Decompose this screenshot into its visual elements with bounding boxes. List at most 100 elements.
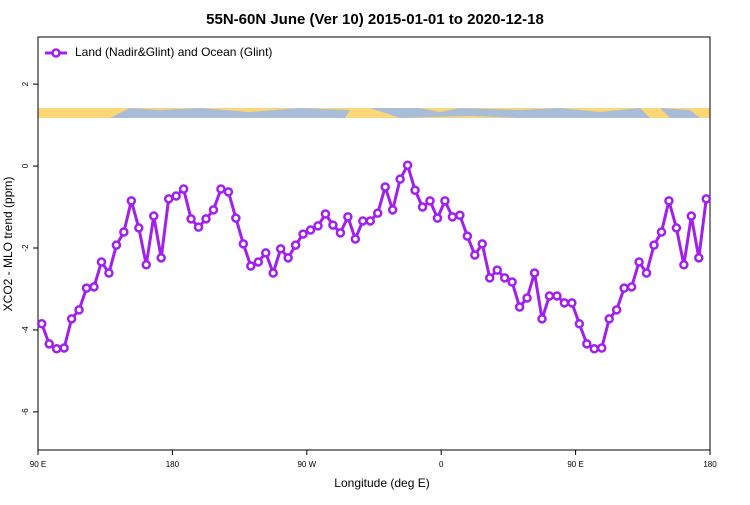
- data-point: [186, 214, 196, 224]
- data-point: [447, 212, 458, 222]
- y-tick-label: -2: [21, 244, 30, 252]
- data-point: [253, 257, 264, 267]
- data-point: [74, 305, 84, 315]
- y-tick-label: -6: [21, 408, 30, 416]
- data-point: [507, 277, 517, 287]
- data-point: [395, 174, 405, 184]
- data-point: [238, 239, 249, 249]
- data-point: [358, 216, 368, 226]
- data-point: [425, 196, 435, 206]
- x-tick-label: 90 W: [297, 460, 316, 469]
- data-point: [619, 283, 629, 293]
- data-point: [313, 221, 323, 231]
- data-point: [89, 282, 99, 292]
- data-point: [343, 212, 353, 222]
- x-tick-label: 0: [439, 460, 444, 469]
- data-point: [402, 160, 413, 170]
- data-point: [305, 225, 316, 235]
- data-point: [686, 211, 697, 221]
- data-point: [111, 240, 122, 250]
- data-point: [582, 339, 592, 349]
- data-point: [499, 273, 510, 283]
- data-point: [208, 205, 219, 215]
- data-point: [96, 257, 107, 267]
- data-point: [417, 202, 428, 212]
- data-point: [156, 253, 166, 263]
- data-point: [268, 268, 278, 278]
- data-point: [701, 194, 712, 204]
- data-point: [664, 196, 674, 206]
- data-point: [641, 268, 652, 278]
- data-point: [611, 305, 622, 315]
- data-point: [694, 253, 704, 263]
- data-point: [104, 268, 114, 278]
- data-point: [216, 184, 226, 194]
- data-point: [484, 273, 495, 283]
- data-point: [231, 213, 241, 223]
- y-axis-label: XCO2 - MLO trend (ppm): [1, 177, 15, 312]
- data-point: [134, 223, 144, 233]
- x-tick-label: 180: [703, 460, 717, 469]
- y-tick-label: -4: [21, 326, 30, 334]
- y-tick-label: 2: [21, 81, 30, 86]
- data-point: [193, 222, 204, 232]
- data-point: [365, 216, 376, 226]
- data-point: [649, 240, 659, 250]
- data-point: [298, 229, 308, 239]
- data-point: [66, 314, 77, 324]
- data-point: [59, 343, 69, 353]
- data-point: [350, 234, 361, 244]
- data-point: [380, 182, 390, 192]
- data-point: [320, 209, 331, 219]
- data-point: [492, 265, 502, 275]
- data-point: [44, 339, 54, 349]
- data-point: [470, 250, 480, 260]
- data-point: [81, 283, 92, 293]
- data-point: [626, 282, 637, 292]
- data-point: [148, 211, 159, 221]
- data-point: [514, 302, 525, 312]
- data-point: [328, 220, 338, 230]
- data-point: [290, 240, 301, 250]
- data-point: [552, 291, 562, 301]
- data-point: [589, 344, 600, 354]
- data-point: [283, 253, 293, 263]
- y-tick-label: 0: [21, 163, 30, 168]
- data-point: [432, 213, 443, 223]
- data-point: [223, 187, 234, 197]
- x-axis-label: Longitude (deg E): [334, 476, 429, 490]
- data-point: [126, 196, 137, 206]
- legend-marker: [51, 48, 61, 58]
- x-tick-label: 90 E: [30, 460, 46, 469]
- data-point: [671, 223, 682, 233]
- data-point: [679, 260, 689, 270]
- plot-frame: [37, 36, 711, 451]
- data-point: [544, 291, 555, 301]
- data-point: [462, 231, 473, 241]
- data-point: [634, 257, 644, 267]
- data-point: [455, 210, 465, 220]
- data-point: [567, 298, 577, 308]
- data-point: [387, 205, 398, 215]
- data-point: [529, 268, 540, 278]
- data-point: [604, 314, 614, 324]
- data-point: [260, 248, 271, 258]
- data-point: [275, 244, 286, 254]
- data-point: [36, 319, 47, 329]
- data-point: [559, 298, 570, 308]
- data-point: [656, 227, 667, 237]
- data-point: [201, 214, 211, 224]
- chart-title: 55N-60N June (Ver 10) 2015-01-01 to 2020…: [206, 11, 544, 28]
- data-point: [477, 239, 488, 249]
- data-point: [178, 184, 189, 194]
- data-point: [372, 208, 383, 218]
- data-point: [596, 343, 607, 353]
- data-point: [574, 319, 585, 329]
- data-point: [335, 228, 346, 238]
- data-point: [171, 191, 181, 201]
- data-point: [246, 261, 256, 271]
- x-tick-label: 90 E: [567, 460, 583, 469]
- data-point: [119, 227, 129, 237]
- data-point: [522, 293, 532, 303]
